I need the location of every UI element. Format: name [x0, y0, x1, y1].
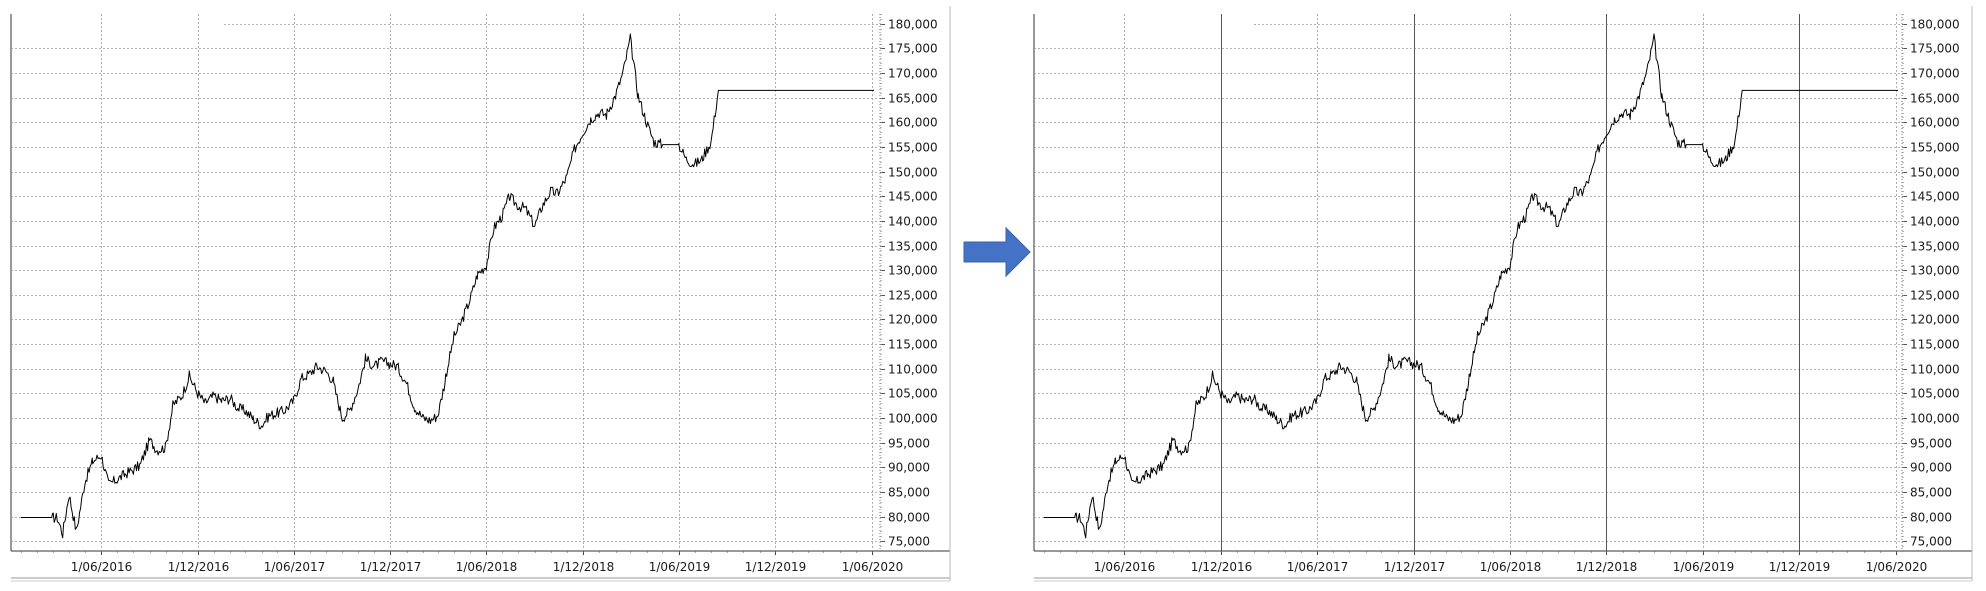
y-tick-label: 160,000	[1910, 116, 1960, 130]
y-tick-label: 85,000	[888, 486, 930, 500]
arrow-right-icon	[963, 226, 1031, 278]
y-tick-label: 110,000	[888, 363, 938, 377]
x-tick-label: 1/06/2017	[264, 560, 326, 574]
y-tick-label: 135,000	[1910, 240, 1960, 254]
x-tick-label: 1/06/2018	[456, 560, 518, 574]
series-line	[21, 33, 874, 539]
chart-after: 75,000 80,000 85,000 90,000 95,000 100,000 105…	[1033, 6, 1973, 582]
y-tick-label: 150,000	[1910, 166, 1960, 180]
x-tick-label: 1/06/2018	[1480, 560, 1542, 574]
y-tick-label: 155,000	[888, 141, 938, 155]
y-tick-label: 90,000	[888, 461, 930, 475]
y-tick-label: 75,000	[888, 535, 930, 549]
y-tick-label: 120,000	[1910, 313, 1960, 327]
y-tick-label: 115,000	[1910, 338, 1960, 352]
y-tick-label: 100,000	[1910, 412, 1960, 426]
y-tick-label: 140,000	[1910, 215, 1960, 229]
y-tick-label: 145,000	[1910, 190, 1960, 204]
x-tick-label: 1/12/2016	[168, 560, 230, 574]
x-tick-label: 1/06/2016	[1094, 560, 1156, 574]
y-tick-label: 145,000	[888, 190, 938, 204]
x-tick-label: 1/06/2019	[1673, 560, 1735, 574]
y-tick-label: 130,000	[888, 264, 938, 278]
y-tick-label: 100,000	[888, 412, 938, 426]
y-tick-label: 175,000	[1910, 42, 1960, 56]
y-tick-label: 80,000	[888, 511, 930, 525]
y-tick-label: 135,000	[888, 240, 938, 254]
y-tick-label: 105,000	[888, 387, 938, 401]
y-tick-label: 120,000	[888, 313, 938, 327]
x-tick-label: 1/12/2017	[360, 560, 422, 574]
y-tick-label: 165,000	[888, 92, 938, 106]
y-tick-label: 170,000	[1910, 67, 1960, 81]
y-tick-label: 160,000	[888, 116, 938, 130]
y-tick-label: 150,000	[888, 166, 938, 180]
x-tick-label: 1/06/2020	[842, 560, 904, 574]
y-tick-label: 95,000	[1910, 437, 1952, 451]
y-tick-label: 95,000	[888, 437, 930, 451]
series-line	[1044, 33, 1898, 539]
y-tick-label: 170,000	[888, 67, 938, 81]
x-tick-label: 1/12/2016	[1191, 560, 1253, 574]
y-tick-label: 140,000	[888, 215, 938, 229]
x-tick-label: 1/12/2018	[553, 560, 615, 574]
y-tick-label: 165,000	[1910, 92, 1960, 106]
y-tick-label: 155,000	[1910, 141, 1960, 155]
y-tick-label: 180,000	[1910, 18, 1960, 32]
x-tick-label: 1/12/2019	[1769, 560, 1831, 574]
y-tick-label: 125,000	[1910, 289, 1960, 303]
y-tick-label: 90,000	[1910, 461, 1952, 475]
chart-before: 75,000 80,000 85,000 90,000 95,000 100,000 105…	[10, 6, 951, 582]
y-tick-label: 85,000	[1910, 486, 1952, 500]
x-tick-label: 1/06/2020	[1866, 560, 1928, 574]
x-tick-label: 1/06/2016	[71, 560, 133, 574]
y-tick-label: 130,000	[1910, 264, 1960, 278]
y-tick-label: 80,000	[1910, 511, 1952, 525]
x-tick-label: 1/12/2018	[1576, 560, 1638, 574]
y-tick-label: 115,000	[888, 338, 938, 352]
y-tick-label: 125,000	[888, 289, 938, 303]
y-tick-label: 75,000	[1910, 535, 1952, 549]
y-tick-label: 180,000	[888, 18, 938, 32]
x-tick-label: 1/12/2019	[745, 560, 807, 574]
x-tick-label: 1/06/2019	[649, 560, 711, 574]
x-tick-label: 1/06/2017	[1287, 560, 1349, 574]
y-tick-label: 105,000	[1910, 387, 1960, 401]
y-tick-label: 175,000	[888, 42, 938, 56]
x-tick-label: 1/12/2017	[1384, 560, 1446, 574]
y-tick-label: 110,000	[1910, 363, 1960, 377]
arrow-right-shape	[963, 226, 1031, 278]
